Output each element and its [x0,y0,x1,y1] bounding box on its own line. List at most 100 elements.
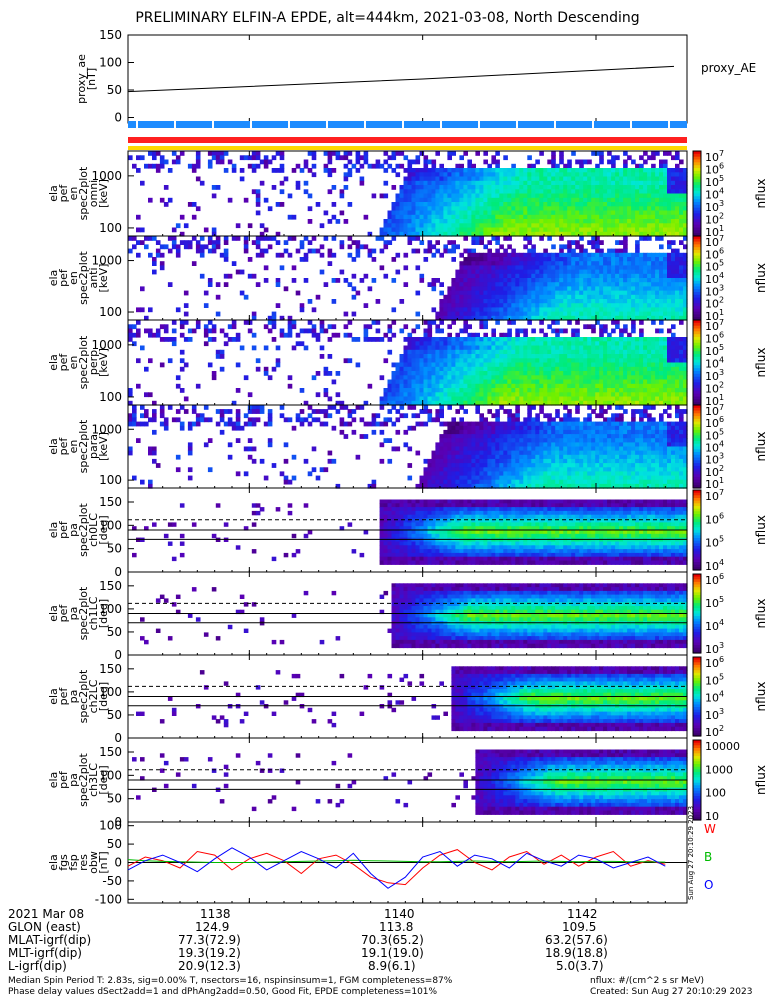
heatmap-cell [567,375,572,381]
heatmap-cell [587,337,592,342]
heatmap-cell [567,354,572,359]
heatmap-cell [447,240,452,245]
heatmap-cell [571,345,576,351]
colorbar-1 [693,151,701,237]
heatmap-cell [583,206,588,212]
heatmap-cell [547,362,552,368]
heatmap-cell [551,180,556,186]
heatmap-cell [347,168,353,173]
heatmap-cell [651,282,656,287]
heatmap-cell [647,231,652,237]
heatmap-cell [647,214,652,220]
heatmap-cell [647,315,652,321]
heatmap-cell [527,231,532,237]
heatmap-cell [455,286,460,292]
heatmap-cell [623,290,628,296]
heatmap-cell [507,273,512,279]
heatmap-cell [511,354,516,359]
heatmap-cell [475,197,480,203]
heatmap-cell [615,396,620,402]
heatmap-cell [495,341,500,347]
heatmap-cell [283,286,289,292]
heatmap-cell [595,180,600,186]
heatmap-cell [563,202,568,207]
heatmap-cell [551,303,556,308]
heatmap-cell [431,396,437,402]
heatmap-cell [387,349,393,355]
heatmap-cell [595,345,600,351]
heatmap-cell [407,189,413,195]
heatmap-cell [447,463,452,468]
heatmap-cell [631,286,636,292]
heatmap-cell [435,214,440,220]
heatmap-cell [435,392,440,398]
heatmap-cell [207,159,213,165]
heatmap-cell [443,341,448,347]
heatmap-cell [479,396,484,402]
heatmap-cell [439,375,444,381]
heatmap-cell [503,214,508,220]
heatmap-cell [391,202,397,207]
heatmap-cell [523,337,528,342]
heatmap-cell [451,303,456,308]
spectrogram-3 [128,320,688,406]
heatmap-cell [347,244,353,250]
heatmap-cell [631,227,636,233]
heatmap-cell [415,172,421,178]
heatmap-cell [679,290,684,296]
heatmap-cell [611,349,616,355]
heatmap-cell [231,324,237,330]
heatmap-cell [499,197,504,203]
heatmap-cell [427,349,433,355]
heatmap-cell [471,257,476,262]
heatmap-cell [491,257,496,262]
heatmap-cell [487,315,492,321]
heatmap-cell [515,311,520,317]
heatmap-cell [375,337,381,342]
heatmap-cell [459,366,464,372]
heatmap-cell [675,290,680,296]
heatmap-cell [140,345,145,351]
heatmap-cell [451,345,456,351]
heatmap-cell [187,467,193,473]
heatmap-cell [575,392,580,398]
heatmap-cell [391,383,397,389]
heatmap-cell [595,193,600,199]
heatmap-cell [223,273,229,279]
heatmap-cell [443,299,448,304]
heatmap-cell [551,375,556,381]
heatmap-cell [152,400,157,406]
heatmap-cell [631,168,636,173]
heatmap-cell [175,375,181,381]
colorbar-cell [693,334,701,338]
heatmap-cell [587,341,592,347]
heatmap-cell [263,475,269,481]
heatmap-cell [251,151,257,156]
heatmap-cell [439,471,444,477]
heatmap-cell [243,244,249,250]
heatmap-cell [195,163,201,169]
heatmap-cell [515,396,520,402]
heatmap-cell [403,193,409,199]
heatmap-cell [487,163,492,169]
plot-title: PRELIMINARY ELFIN-A EPDE, alt=444km, 202… [135,10,640,26]
colorbar-cell [693,385,701,389]
heatmap-cell [595,320,600,325]
heatmap-cell [463,299,468,304]
heatmap-cell [439,400,444,406]
heatmap-cell [559,345,564,351]
heatmap-cell [503,388,508,393]
heatmap-cell [519,252,524,258]
heatmap-cell [519,278,524,283]
heatmap-cell [423,383,429,389]
heatmap-cell [551,299,556,304]
heatmap-cell [423,379,429,385]
heatmap-cell [211,185,217,190]
heatmap-cell [643,341,648,347]
heatmap-cell [419,231,425,237]
heatmap-cell [479,214,484,220]
heatmap-cell [627,168,632,173]
heatmap-cell [551,269,556,275]
heatmap-cell [519,366,524,372]
heatmap-cell [563,303,568,308]
